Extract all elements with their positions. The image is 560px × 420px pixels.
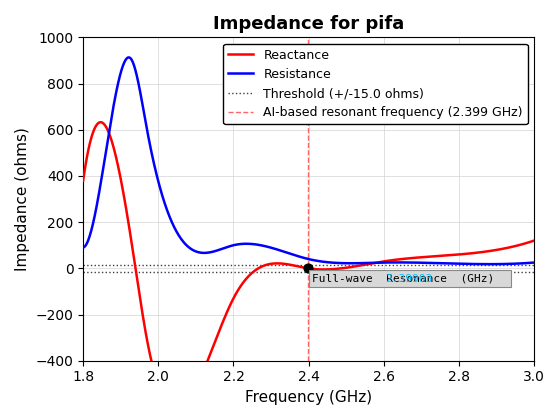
Resistance <box>518 261 525 266</box>
Reactance <box>287 262 294 268</box>
Text: Full-wave  Resonance  (GHz): Full-wave Resonance (GHz) <box>312 274 508 284</box>
X-axis label: Frequency (GHz): Frequency (GHz) <box>245 390 372 405</box>
Reactance <box>103 125 110 130</box>
Resistance <box>486 262 493 267</box>
Reactance <box>97 120 104 125</box>
Resistance <box>125 55 132 60</box>
Reactance <box>435 254 442 259</box>
Resistance <box>531 260 538 265</box>
Resistance <box>518 261 525 266</box>
Resistance <box>80 245 86 250</box>
Line: Reactance: Reactance <box>83 122 534 410</box>
Reactance <box>518 242 525 247</box>
AI-based resonant frequency (2.399 GHz) <box>305 266 311 271</box>
Resistance <box>287 251 294 256</box>
Title: Impedance for pifa: Impedance for pifa <box>213 15 404 33</box>
Line: Resistance: Resistance <box>83 58 534 264</box>
Reactance <box>531 238 538 243</box>
AI-based resonant frequency (2.399 GHz) <box>305 265 311 270</box>
Resistance <box>103 147 110 152</box>
Reactance <box>172 407 179 412</box>
Resistance <box>435 261 442 266</box>
Reactance <box>80 178 86 183</box>
Y-axis label: Impedance (ohms): Impedance (ohms) <box>15 127 30 271</box>
Legend: Reactance, Resistance, Threshold (+/-15.0 ohms), AI-based resonant frequency (2.: Reactance, Resistance, Threshold (+/-15.… <box>223 44 528 124</box>
Reactance <box>300 265 306 270</box>
Resistance <box>299 255 306 260</box>
Reactance <box>518 242 525 247</box>
Text: 2.39903: 2.39903 <box>385 274 432 284</box>
Point <box>304 265 312 272</box>
